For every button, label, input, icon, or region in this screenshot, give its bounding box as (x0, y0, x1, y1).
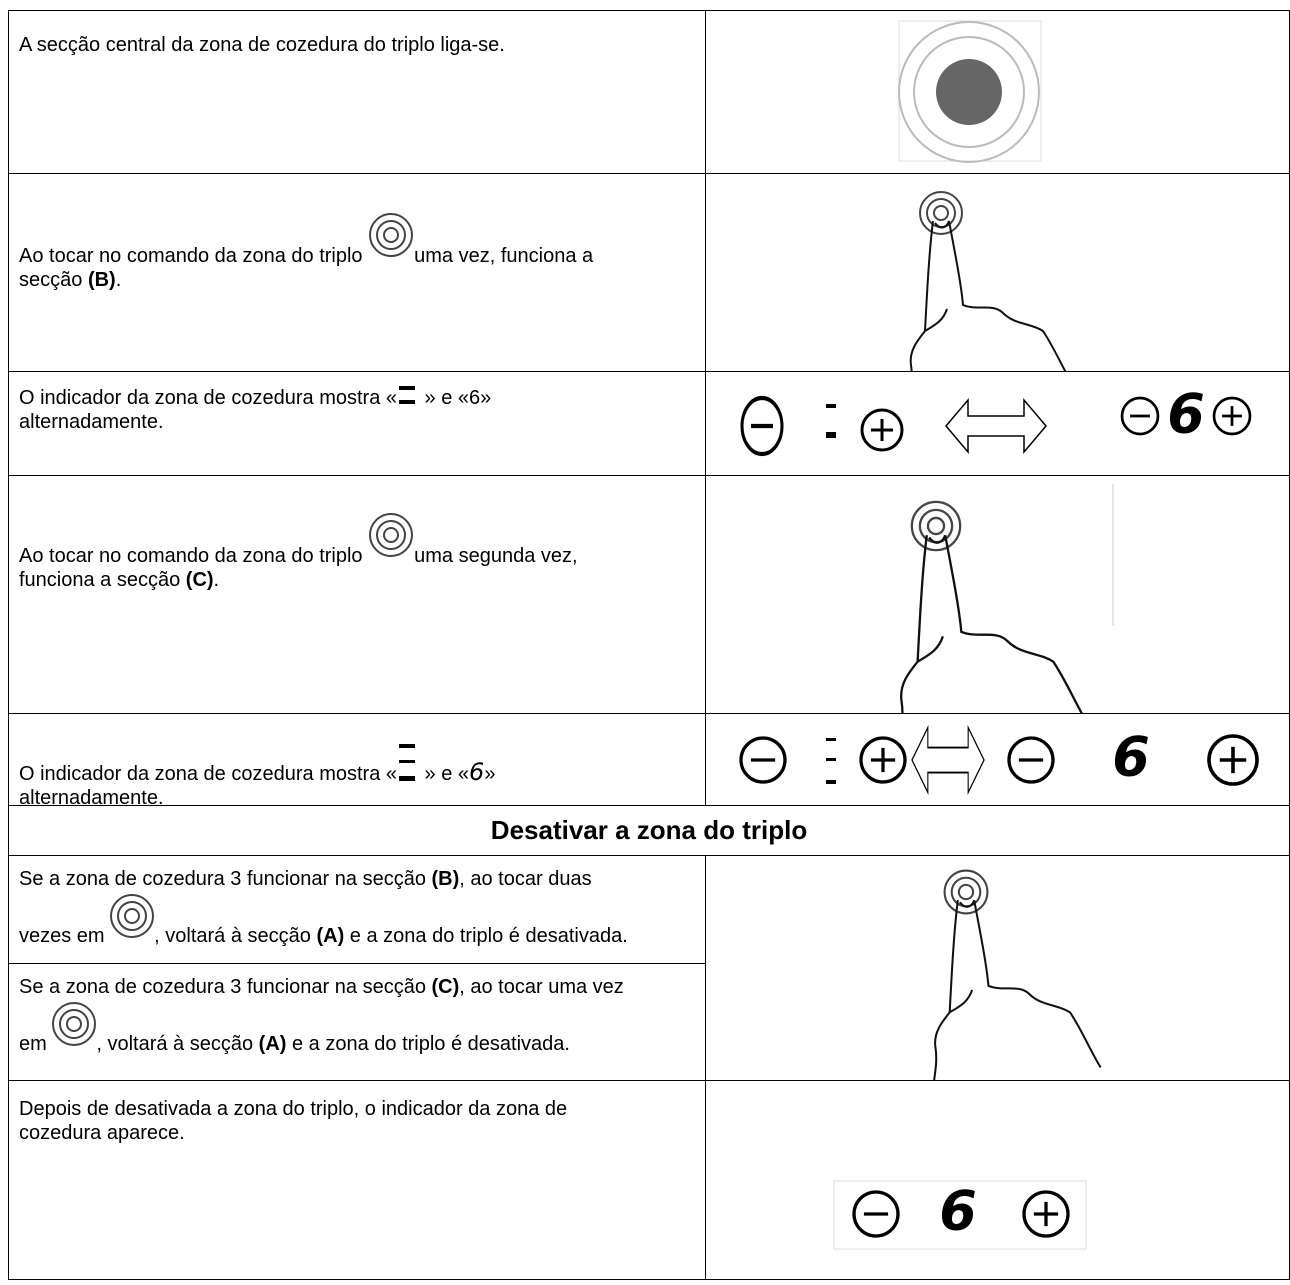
display: 6 (706, 383, 1252, 475)
image-cell: 6 (705, 713, 1290, 806)
text: Ao tocar no comando da zona do triplo (19, 545, 369, 567)
paragraph: Ao tocar no comando da zona do triplo um… (19, 512, 639, 592)
bold-text: (C) (185, 569, 214, 591)
paragraph: Se a zona de cozedura 3 funcionar na sec… (19, 972, 639, 1059)
zone-icon (52, 1002, 97, 1046)
text: e a zona do triplo é desativada. (286, 1033, 570, 1055)
text-cell: O indicador da zona de cozedura mostra «… (8, 371, 706, 476)
section-heading: Desativar a zona do triplo (8, 805, 1290, 856)
text-cell: Se a zona de cozedura 3 funcionar na sec… (8, 963, 706, 1081)
text: . (115, 269, 122, 291)
text: » e «6» alternadamente. (19, 387, 492, 433)
text-cell: A secção central da zona de cozedura do … (8, 10, 706, 174)
text: , voltará à secção (154, 925, 317, 947)
paragraph: O indicador da zona de cozedura mostra «… (19, 744, 639, 810)
paragraph: O indicador da zona de cozedura mostra «… (19, 386, 639, 434)
zone-icon (110, 894, 155, 938)
bold-text: (B) (87, 269, 116, 291)
text: O indicador da zona de cozedura mostra « (19, 387, 397, 409)
bold-text: (A) (258, 1033, 287, 1055)
text: , ao tocar uma vez em (19, 976, 624, 1055)
zone-icon (369, 213, 414, 257)
hand-icon (706, 856, 1289, 1080)
display: 6 (739, 726, 1259, 794)
bold-text: (C) (431, 976, 460, 998)
text-cell: Depois de desativada a zona do triplo, o… (8, 1080, 706, 1280)
text-cell: O indicador da zona de cozedura mostra «… (8, 713, 706, 809)
paragraph: A secção central da zona de cozedura do … (19, 34, 505, 56)
text: , voltará à secção (96, 1033, 259, 1055)
text: . (213, 569, 220, 591)
image-cell (705, 475, 1290, 714)
text-cell: Ao tocar no comando da zona do triplo um… (8, 475, 706, 714)
paragraph: Depois de desativada a zona do triplo, o… (19, 1098, 568, 1144)
bold-text: (A) (316, 925, 345, 947)
glyph: 6 (469, 758, 485, 786)
display-digit: 6 (939, 1180, 977, 1243)
text: O indicador da zona de cozedura mostra « (19, 763, 397, 785)
image-cell (705, 10, 1290, 174)
zone-icon (898, 20, 1042, 163)
text: » alternadamente. (19, 763, 496, 809)
text: » e « (419, 763, 470, 785)
paragraph: Ao tocar no comando da zona do triplo um… (19, 212, 639, 292)
text: Se a zona de cozedura 3 funcionar na sec… (19, 976, 432, 998)
text-cell: Ao tocar no comando da zona do triplo um… (8, 173, 706, 372)
image-cell: 6 (705, 371, 1290, 476)
image-cell: 6 (705, 1080, 1290, 1280)
text: Se a zona de cozedura 3 funcionar na sec… (19, 868, 432, 890)
hand-icon (706, 484, 1114, 713)
bold-text: (B) (431, 868, 460, 890)
text: uma vez, funciona a secção (19, 245, 594, 291)
zone-icon (369, 513, 414, 557)
display-digit: 6 (1167, 383, 1205, 446)
paragraph: Se a zona de cozedura 3 funcionar na sec… (19, 864, 639, 951)
display: 6 (833, 1180, 1087, 1250)
text: Ao tocar no comando da zona do triplo (19, 245, 369, 267)
text: , ao tocar duas vezes em (19, 868, 592, 947)
hand-icon (706, 174, 1289, 371)
text: uma segunda vez, funciona a secção (19, 545, 578, 591)
text: e a zona do triplo é desativada. (344, 925, 628, 947)
segment-icon (399, 386, 415, 404)
segment-icon (399, 744, 415, 781)
display-digit: 6 (1112, 726, 1150, 789)
image-cell (705, 173, 1290, 372)
text-cell: Se a zona de cozedura 3 funcionar na sec… (8, 855, 706, 964)
image-cell (705, 855, 1290, 1081)
